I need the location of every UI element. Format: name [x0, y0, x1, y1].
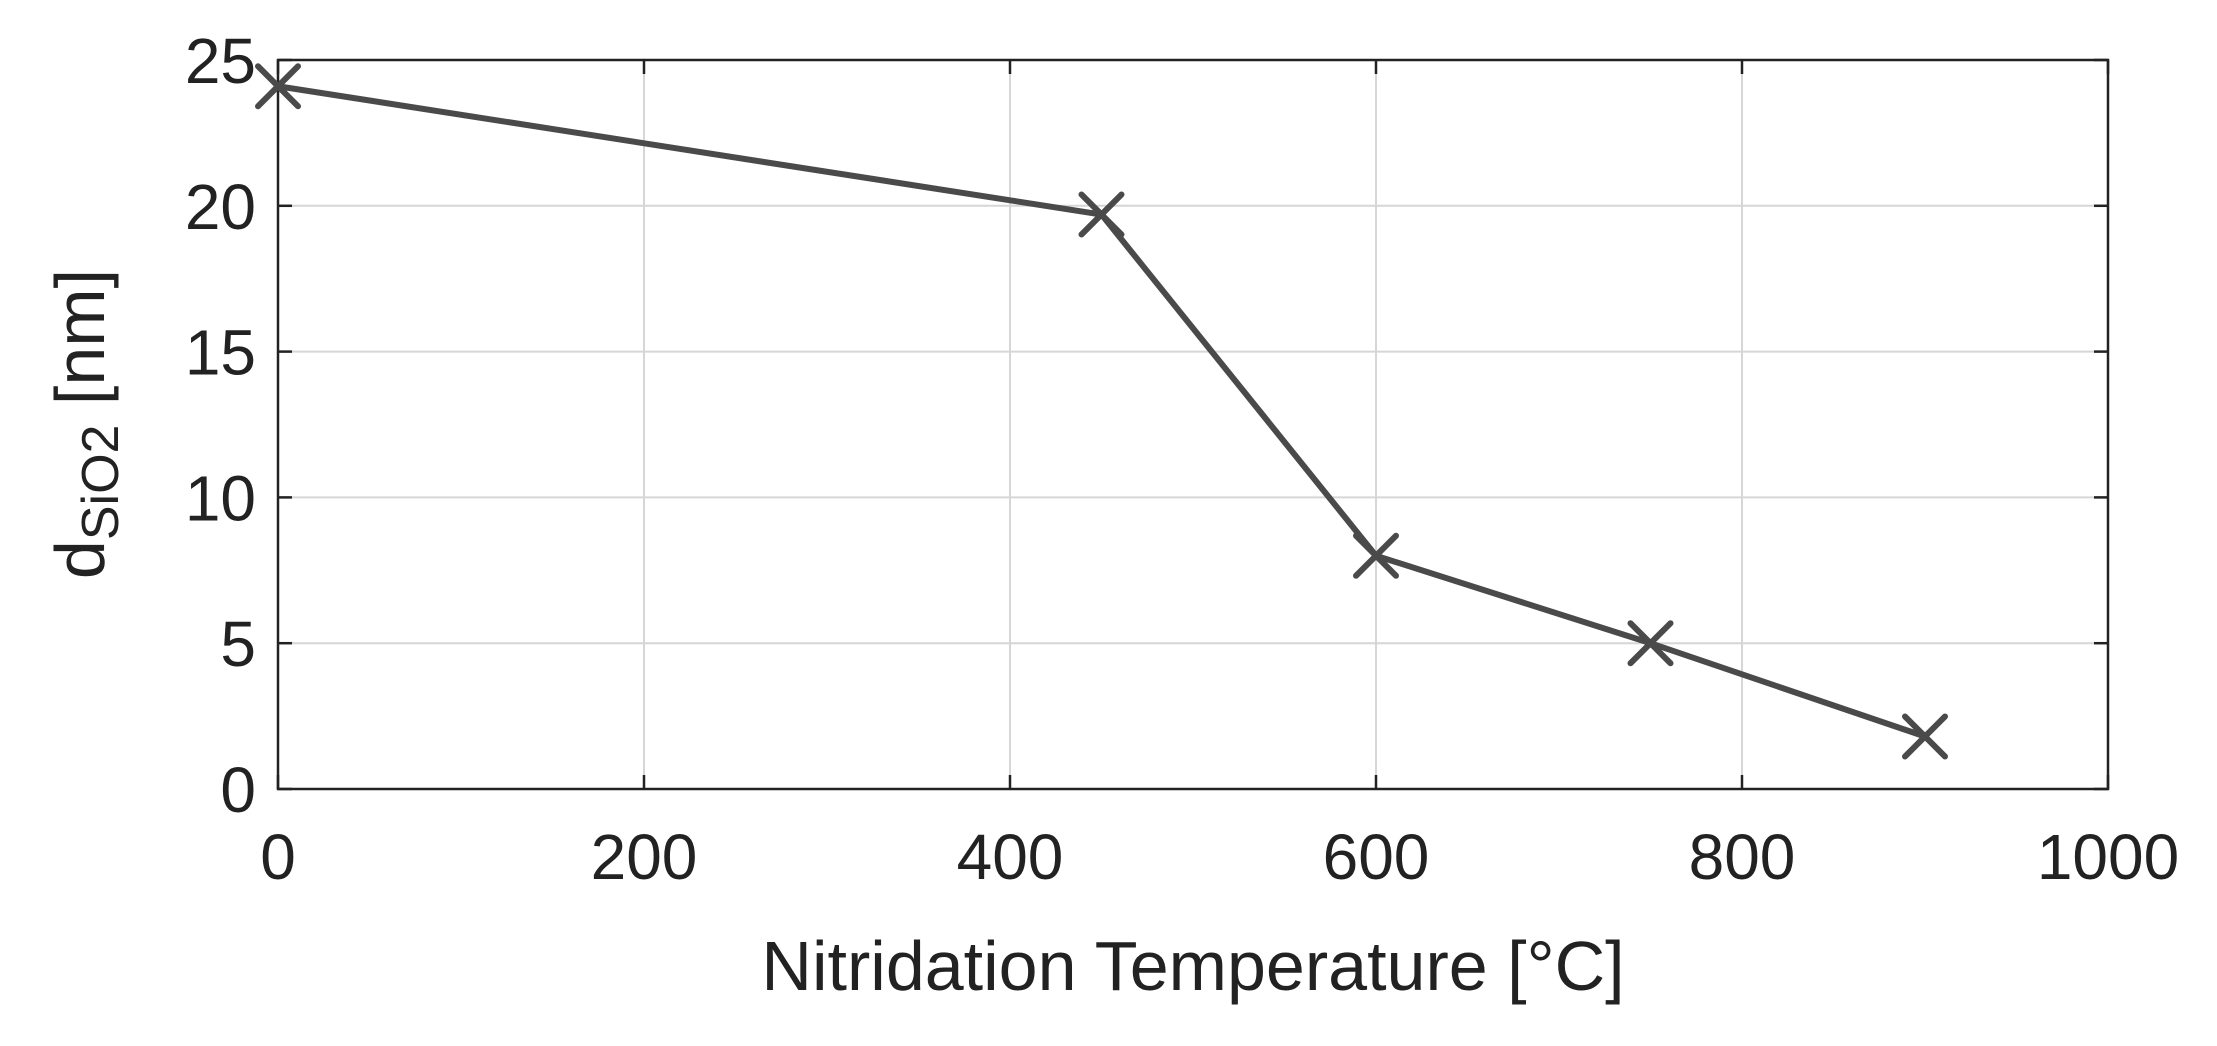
marker-stroke [1627, 620, 1674, 667]
x-axis-label: Nitridation Temperature [°C] [761, 927, 1624, 1005]
y-tick-label: 15 [185, 317, 256, 389]
x-tick-label: 0 [260, 821, 296, 893]
marker-stroke [1078, 191, 1125, 238]
plot-area [276, 58, 2110, 791]
data-point-marker [1627, 620, 1674, 667]
x-tick-label: 800 [1689, 821, 1796, 893]
y-axis-label-unit: [nm] [41, 269, 119, 425]
series-line [277, 83, 1926, 740]
y-tick-label: 20 [185, 171, 256, 243]
x-tick-label: 400 [957, 821, 1064, 893]
series-layer [277, 83, 1926, 740]
x-tick-label: 200 [591, 821, 698, 893]
marker-stroke [255, 63, 301, 110]
y-tick-label: 5 [220, 608, 256, 680]
y-axis-label: dSiO2 [nm] [41, 269, 130, 579]
x-tick-label: 1000 [2037, 821, 2179, 893]
data-point-marker [1902, 713, 1948, 760]
grid-layer [278, 60, 2108, 789]
data-point-marker [1078, 191, 1125, 238]
tick-label-layer: 0 200 400 600 800 1000 0 5 10 15 20 25 [185, 25, 2179, 893]
marker-stroke [1353, 532, 1399, 579]
data-point-marker [1353, 532, 1399, 579]
y-axis-label-main: d [41, 540, 119, 579]
y-tick-label: 0 [220, 754, 256, 826]
data-point-marker [255, 63, 301, 110]
y-axis-label-subscript: SiO2 [72, 425, 130, 541]
x-tick-label: 600 [1323, 821, 1430, 893]
y-tick-label: 25 [185, 25, 256, 97]
y-tick-label: 10 [185, 462, 256, 534]
tick-layer [276, 58, 2110, 791]
marker-layer [255, 63, 1948, 760]
marker-stroke [1902, 713, 1948, 760]
